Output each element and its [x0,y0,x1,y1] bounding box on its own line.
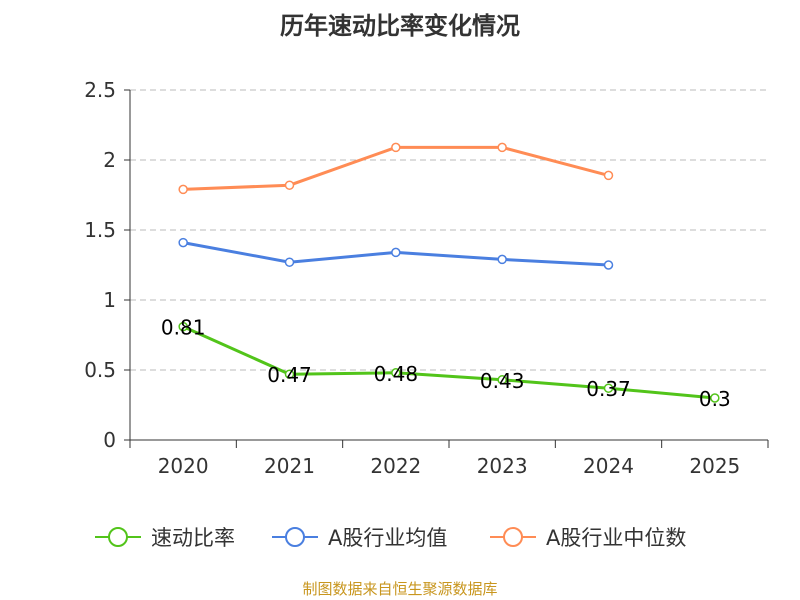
data-point [603,383,614,393]
legend-label: 速动比率 [151,526,235,550]
data-label: 0.81 [161,316,206,340]
series-line [182,325,715,400]
data-label: 0.37 [586,377,631,401]
data-point [391,247,401,258]
data-point [710,393,720,403]
data-point [391,142,401,153]
chart-title: 历年速动比率变化情况 [280,12,520,40]
y-tick-label: 1.5 [84,218,116,242]
legend-marker [285,527,305,547]
data-point [497,254,507,265]
source-footer: 制图数据来自恒生聚源数据库 [302,580,498,598]
legend-label: A股行业中位数 [546,526,686,550]
data-point [497,375,507,385]
y-tick-label: 0.5 [84,358,116,382]
x-tick-label: 2023 [477,454,528,478]
data-point [178,237,188,248]
series-line [183,145,609,191]
x-tick-label: 2022 [370,454,421,478]
data-point [284,257,295,267]
data-point [284,369,295,379]
y-tick-label: 0 [103,428,116,452]
x-tick-label: 2024 [583,454,634,478]
y-tick-label: 2.5 [84,78,116,102]
data-label: 0.3 [699,387,731,411]
y-tick-label: 2 [103,148,116,172]
data-point [603,170,614,181]
data-point [603,260,614,270]
legend-marker [108,527,128,547]
x-tick-label: 2020 [158,454,209,478]
legend-label: A股行业均值 [328,526,447,550]
data-label: 0.48 [374,362,419,386]
data-point [284,180,295,190]
legend-marker [503,527,523,547]
x-tick-label: 2025 [689,454,740,478]
data-point [497,142,507,153]
data-point [178,184,188,195]
y-tick-label: 1 [103,288,116,312]
x-tick-label: 2021 [264,454,315,478]
data-point [178,321,188,332]
data-point [391,368,401,378]
data-label: 0.43 [480,369,525,393]
data-label: 0.47 [267,363,312,387]
